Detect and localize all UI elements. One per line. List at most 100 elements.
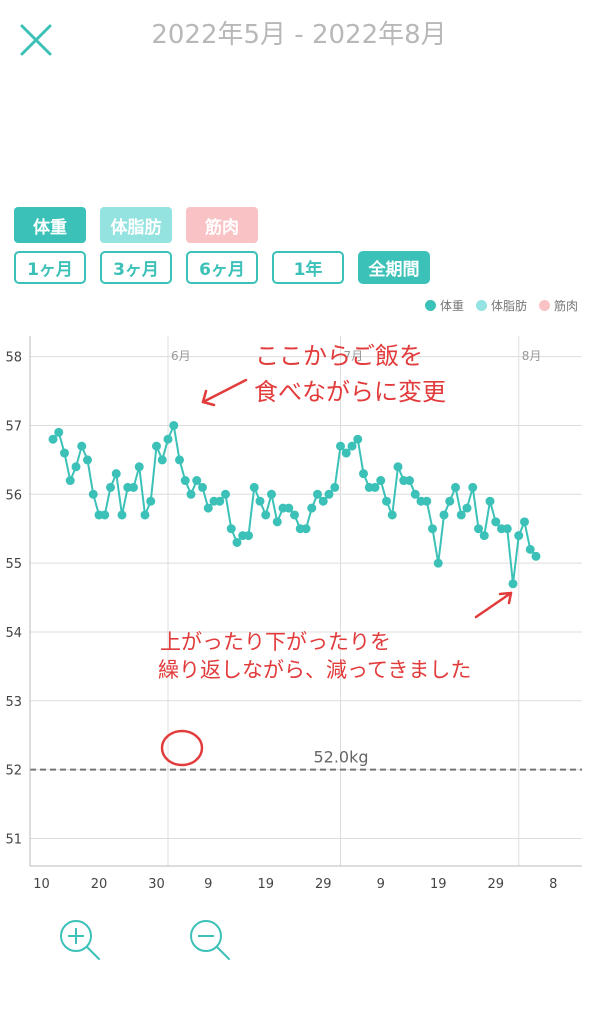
chart-annotations: ここからご飯を 食べながらに変更 上がったり下がったりを 繰り返しながら、減って… [158, 342, 513, 767]
data-point [129, 482, 138, 492]
data-point [48, 434, 58, 444]
chart-axes: 51 52 53 54 55 56 57 58 10 20 30 9 19 29 9 19 29 8 [5, 336, 582, 890]
y-tick-label: 57 [5, 419, 22, 434]
legend-label: 筋肉 [553, 299, 578, 313]
metric-tab-body-fat[interactable]: 体脂肪 [100, 207, 172, 243]
data-point [318, 496, 328, 506]
x-tick-label: 8 [549, 877, 557, 890]
range-selector: 1ヶ月 3ヶ月 6ヶ月 1年 全期間 [14, 251, 430, 284]
zoom-in-icon[interactable] [58, 918, 102, 962]
x-tick-label: 19 [430, 877, 447, 890]
data-point [232, 537, 242, 547]
x-tick-label: 19 [257, 877, 274, 890]
data-point [376, 476, 386, 486]
data-point [60, 448, 69, 458]
data-point [117, 510, 127, 520]
data-point [180, 476, 190, 486]
data-point [163, 434, 173, 444]
data-point [267, 489, 276, 499]
x-tick-label: 20 [91, 877, 108, 890]
data-point [382, 496, 391, 506]
data-point [410, 489, 420, 499]
annotation-bottom-line1: 上がったり下がったりを [160, 630, 391, 654]
metric-tab-muscle[interactable]: 筋肉 [186, 207, 258, 243]
legend-label: 体脂肪 [490, 299, 527, 313]
data-point [422, 496, 432, 506]
data-point [244, 531, 253, 541]
legend-item-body-fat: 体脂肪 [475, 297, 527, 314]
x-tick-label: 10 [33, 877, 50, 890]
x-tick-label: 9 [204, 877, 212, 890]
annotation-bottom-line2: 繰り返しながら、減ってきました [158, 658, 471, 682]
x-tick-label: 29 [315, 877, 332, 890]
weight-chart: 6月 7月 8月 52.0kg 51 52 53 54 55 56 57 58 10 20 30 9 19 2… [5, 336, 582, 890]
data-point [313, 489, 322, 499]
range-3-month-button[interactable]: 3ヶ月 [100, 251, 172, 284]
data-point [301, 524, 311, 534]
data-point [428, 524, 437, 534]
data-point [192, 476, 202, 486]
data-point [100, 510, 110, 520]
data-point [146, 496, 156, 506]
range-6-month-button[interactable]: 6ヶ月 [186, 251, 258, 284]
data-point [336, 441, 345, 451]
data-point [272, 517, 282, 527]
data-point [445, 496, 455, 506]
data-point [249, 482, 259, 492]
data-point [198, 482, 207, 492]
highlight-circle [160, 729, 204, 767]
data-point [520, 517, 529, 527]
range-1-month-button[interactable]: 1ヶ月 [14, 251, 86, 284]
data-point [324, 489, 334, 499]
chart-legend: 体重 体脂肪 筋肉 [424, 297, 578, 314]
data-point [462, 503, 472, 513]
chart-series [48, 420, 541, 589]
data-point [393, 462, 403, 472]
y-tick-label: 53 [5, 695, 22, 710]
month-label: 8月 [522, 349, 542, 363]
data-point [531, 551, 541, 561]
y-tick-label: 54 [5, 626, 22, 641]
data-point [456, 510, 466, 520]
data-point [330, 482, 340, 492]
zoom-out-icon[interactable] [188, 918, 232, 962]
range-all-button[interactable]: 全期間 [358, 251, 430, 284]
close-icon[interactable] [18, 22, 54, 58]
legend-label: 体重 [439, 299, 464, 313]
data-point [221, 489, 230, 499]
data-point [508, 579, 518, 589]
data-point [353, 434, 363, 444]
y-tick-label: 52 [5, 764, 22, 779]
data-point [77, 441, 87, 451]
data-point [111, 469, 121, 479]
annotation-top-line1: ここからご飯を [255, 342, 423, 370]
data-point [474, 524, 483, 534]
data-point [226, 524, 236, 534]
y-tick-label: 58 [5, 351, 22, 366]
data-point [359, 469, 368, 479]
annotation-arrowhead-2 [498, 591, 513, 605]
data-point [140, 510, 150, 520]
data-point [54, 427, 64, 437]
data-point [491, 517, 501, 527]
x-tick-label: 9 [377, 877, 385, 890]
data-point [88, 489, 98, 499]
data-point [215, 496, 225, 506]
metric-tab-weight[interactable]: 体重 [14, 207, 86, 243]
legend-item-muscle: 筋肉 [538, 297, 578, 314]
data-point [83, 455, 92, 465]
target-line: 52.0kg [30, 748, 582, 771]
y-tick-label: 51 [5, 832, 22, 847]
page-title: 2022年5月 - 2022年8月 [151, 20, 447, 50]
legend-dot [538, 300, 550, 311]
data-point [290, 510, 299, 520]
data-point [479, 531, 489, 541]
x-tick-label: 29 [487, 877, 504, 890]
annotation-arrow-2 [474, 591, 513, 619]
data-point [341, 448, 351, 458]
legend-item-weight: 体重 [424, 297, 464, 314]
range-1-year-button[interactable]: 1年 [272, 251, 344, 284]
chart-grid [30, 356, 582, 839]
y-tick-label: 55 [5, 557, 22, 572]
month-label: 6月 [171, 349, 191, 363]
